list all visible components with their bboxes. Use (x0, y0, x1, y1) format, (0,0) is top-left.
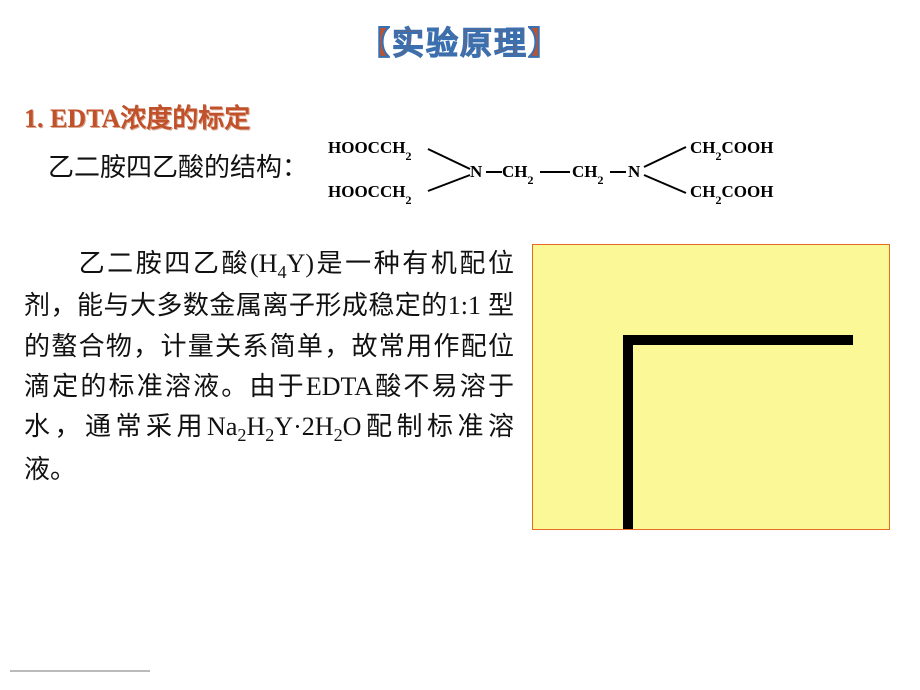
para-frag-3: H (246, 412, 265, 441)
sub-2c: 2 (334, 425, 343, 445)
svg-text:HOOCCH2: HOOCCH2 (328, 138, 411, 163)
figure-placeholder (532, 244, 890, 530)
bracket-shape (623, 335, 853, 530)
para-frag-1: 乙二胺四乙酸(H (76, 249, 277, 278)
svg-text:N: N (470, 162, 483, 181)
slide-title: 【实验原理】 (0, 0, 920, 64)
structure-label: 乙二胺四乙酸的结构： (48, 137, 308, 184)
sub-4: 4 (277, 262, 286, 282)
footer-divider (10, 670, 150, 672)
structure-line: 乙二胺四乙酸的结构： HOOCCH2 HOOCCH2 N CH2 CH2 N C… (48, 137, 920, 216)
para-frag-4: Y·2H (274, 412, 333, 441)
main-content-row: 乙二胺四乙酸(H4Y)是一种有机配位剂，能与大多数金属离子形成稳定的1:1 型的… (0, 244, 920, 530)
body-paragraph: 乙二胺四乙酸(H4Y)是一种有机配位剂，能与大多数金属离子形成稳定的1:1 型的… (24, 244, 514, 490)
svg-text:CH2COOH: CH2COOH (690, 182, 773, 207)
sub-2b: 2 (265, 425, 274, 445)
svg-text:CH2: CH2 (572, 162, 604, 187)
section-heading: 1. EDTA浓度的标定 (24, 98, 920, 135)
svg-text:N: N (628, 162, 641, 181)
svg-text:CH2: CH2 (502, 162, 534, 187)
svg-text:HOOCCH2: HOOCCH2 (328, 182, 411, 207)
edta-structure-diagram: HOOCCH2 HOOCCH2 N CH2 CH2 N CH2COOH CH2C… (324, 131, 864, 216)
svg-text:CH2COOH: CH2COOH (690, 138, 773, 163)
